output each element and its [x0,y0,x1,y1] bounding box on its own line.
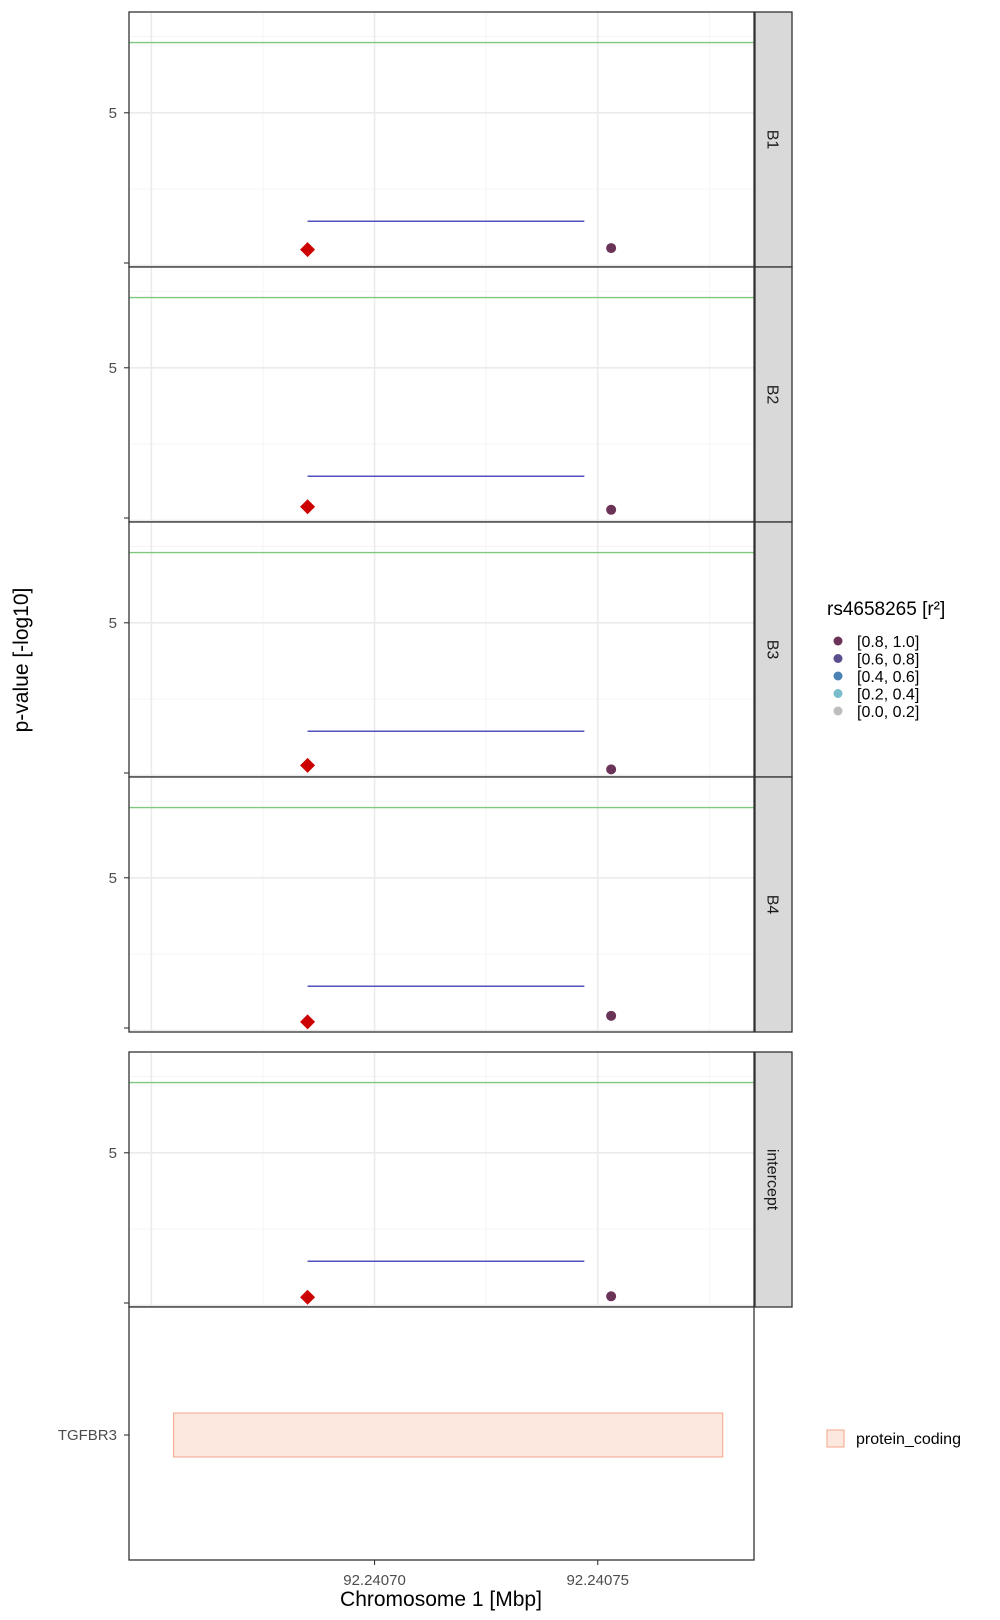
facet-strip-label: B1 [764,130,781,150]
facet-strip [754,266,793,523]
legend-key [833,706,843,716]
facet-strip [754,521,793,778]
lead-variant-point [300,1289,316,1305]
legend-key [833,671,843,681]
x-axis-title: Chromosome 1 [Mbp] [340,1588,542,1611]
facet-strip-label: B4 [764,895,781,915]
variant-point [606,1010,617,1021]
y-axis-title: p-value [-log10] [10,588,33,733]
legend-title: rs4658265 [r²] [827,599,945,620]
legend-key [833,689,843,698]
facet-strip-label: B2 [764,385,781,405]
x-axis: 92.24070 92.24075 [343,1560,629,1589]
panel-background [129,1052,754,1307]
panel-background [129,522,754,777]
facet-strip [754,11,793,268]
variant-point [606,764,617,775]
facet-panel-b1: 5 B1 [109,11,793,268]
variant-point [606,504,617,515]
facet-strip [754,776,793,1033]
gene-bar [173,1412,724,1458]
facet-strip-label: intercept [764,1149,781,1211]
y-tick-label: 5 [109,615,117,632]
r2-legend: rs4658265 [r²] [0.8, 1.0][0.6, 0.8][0.4,… [827,599,945,721]
legend-biotype-label: protein_coding [856,1431,961,1448]
y-tick-label: 5 [109,870,117,887]
gene-label: TGFBR3 [58,1427,117,1444]
panel-background [129,267,754,522]
facet-panel-b4: 5 B4 [109,776,793,1033]
variant-point [606,1291,617,1302]
facet-panel-b2: 5 B2 [109,266,793,523]
lead-variant-point [300,499,316,515]
facet-strip [754,1051,793,1308]
legend-entry-label: [0.6, 0.8] [857,652,919,669]
legend-entry-label: [0.8, 1.0] [857,634,919,651]
facet-strip-label: B3 [764,640,781,660]
y-tick-label: 5 [109,360,117,377]
facet-panels: 5 B1 5 B2 5 B3 5 B4 5 intercept [109,11,793,1308]
panel-border [128,776,755,1033]
lead-variant-point [300,757,316,773]
legend-entry-label: [0.4, 0.6] [857,669,919,686]
y-tick-label: 5 [109,1145,117,1162]
facet-panel-intercept: 5 intercept [109,1051,793,1308]
legend-key [833,654,843,663]
x-tick-label: 92.24075 [566,1572,629,1589]
biotype-legend: protein_coding [826,1429,961,1448]
panel-background [129,777,754,1032]
legend-key [833,636,843,646]
x-tick-label: 92.24070 [343,1572,406,1589]
variant-point [606,243,617,254]
legend-biotype-key [826,1429,845,1448]
gene-track: TGFBR3 [58,1306,755,1561]
legend-entry-label: [0.2, 0.4] [857,687,919,704]
lead-variant-point [300,242,316,258]
y-tick-label: 5 [109,105,117,122]
lead-variant-point [300,1014,316,1030]
legend-entry-label: [0.0, 0.2] [857,704,919,721]
panel-background [129,12,754,267]
facet-panel-b3: 5 B3 [109,521,793,778]
